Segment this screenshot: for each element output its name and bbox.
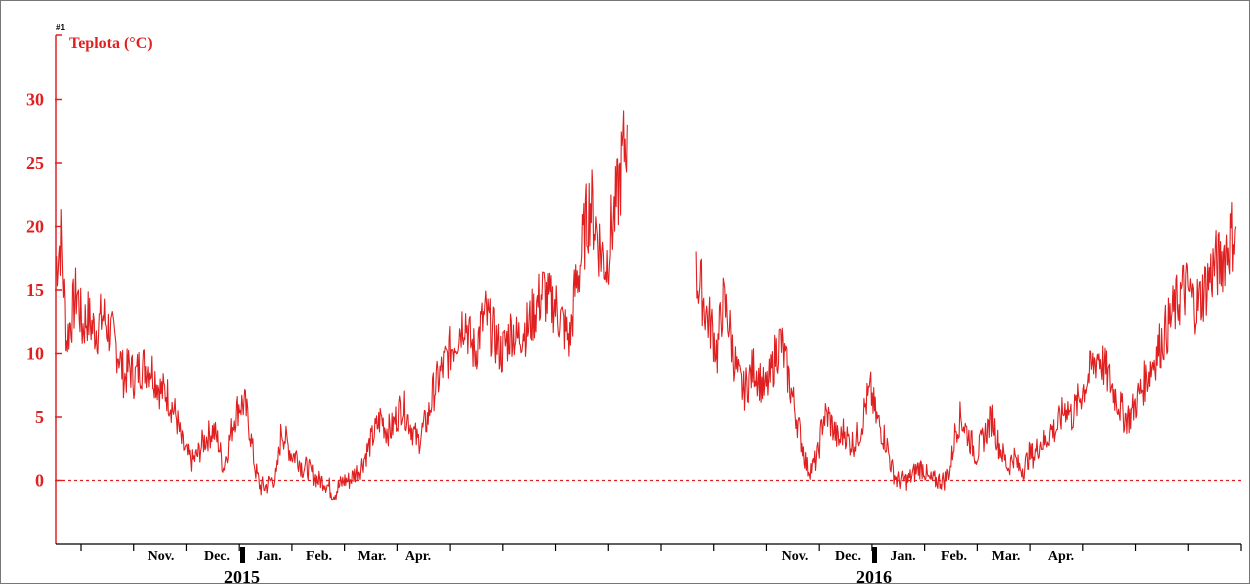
year-separator (872, 547, 877, 563)
series-layer (55, 110, 1237, 501)
y-tick-label: 25 (26, 153, 44, 173)
y-tick-label: 15 (26, 280, 44, 300)
month-label: Feb. (306, 549, 332, 564)
temperature-series-line (55, 110, 628, 501)
month-label: Apr. (405, 549, 431, 564)
month-label: Mar. (358, 549, 387, 564)
month-label: Jan. (890, 549, 915, 564)
year-label: 2016 (856, 567, 892, 585)
y-tick-label: 20 (26, 217, 44, 237)
year-separator (240, 547, 245, 563)
label-layer: #1 Teplota (°C) 0 5 10 15 20 25 30 Nov. Dec. Jan.… (26, 23, 1074, 585)
marker-label: #1 (56, 23, 65, 32)
month-label: Apr. (1048, 549, 1074, 564)
y-tick-label: 5 (35, 407, 44, 427)
y-tick-label: 10 (26, 344, 44, 364)
month-label: Dec. (204, 549, 230, 564)
y-tick-label: 0 (35, 471, 44, 491)
month-label: Mar. (992, 549, 1021, 564)
y-tick-label: 30 (26, 90, 44, 110)
month-label: Nov. (782, 549, 809, 564)
month-label: Jan. (256, 549, 281, 564)
axis-layer (55, 34, 1242, 563)
month-label: Nov. (148, 549, 175, 564)
y-axis-title: Teplota (°C) (69, 35, 153, 52)
month-label: Feb. (941, 549, 967, 564)
year-label: 2015 (224, 567, 260, 585)
temperature-series-line (695, 202, 1237, 491)
month-label: Dec. (835, 549, 861, 564)
